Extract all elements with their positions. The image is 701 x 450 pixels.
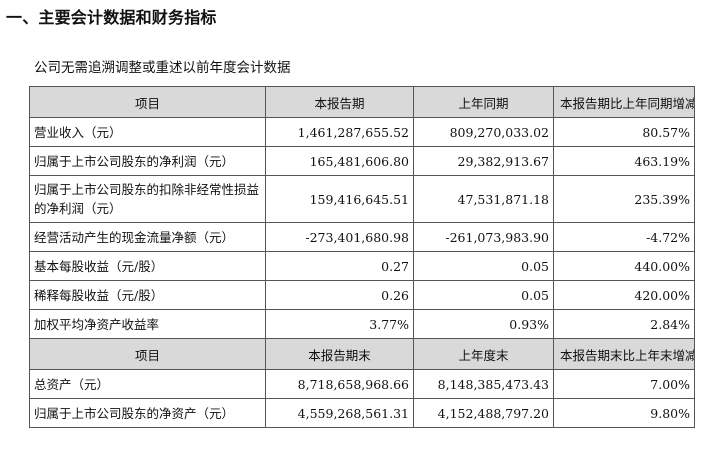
- table-row: 营业收入（元） 1,461,287,655.52 809,270,033.02 …: [29, 117, 695, 147]
- row-label: 经营活动产生的现金流量净额（元）: [29, 222, 266, 252]
- row-change: 463.19%: [553, 146, 695, 176]
- financial-data-table: 项目 本报告期 上年同期 本报告期比上年同期增减 营业收入（元） 1,461,2…: [29, 86, 695, 428]
- header-current-period: 本报告期: [265, 86, 414, 118]
- row-current: -273,401,680.98: [265, 222, 414, 252]
- header-item: 项目: [29, 86, 266, 118]
- row-change: 440.00%: [553, 251, 695, 281]
- table-row: 总资产（元） 8,718,658,968.66 8,148,385,473.43…: [29, 369, 695, 399]
- section-title: 一、主要会计数据和财务指标: [6, 8, 217, 27]
- row-label: 加权平均净资产收益率: [29, 309, 266, 339]
- row-prior: 29,382,913.67: [413, 146, 554, 176]
- row-change: 80.57%: [553, 117, 695, 147]
- table-header-row: 项目 本报告期末 上年度末 本报告期末比上年末增减: [29, 338, 695, 370]
- row-label: 归属于上市公司股东的净利润（元）: [29, 146, 266, 176]
- header-prior-year-end: 上年度末: [413, 338, 554, 370]
- header-item: 项目: [29, 338, 266, 370]
- row-change: 9.80%: [553, 398, 695, 428]
- row-label: 基本每股收益（元/股）: [29, 251, 266, 281]
- table-row: 归属于上市公司股东的净资产（元） 4,559,268,561.31 4,152,…: [29, 398, 695, 428]
- table-row: 归属于上市公司股东的净利润（元） 165,481,606.80 29,382,9…: [29, 146, 695, 176]
- row-label: 总资产（元）: [29, 369, 266, 399]
- row-current: 8,718,658,968.66: [265, 369, 414, 399]
- row-current: 3.77%: [265, 309, 414, 339]
- row-current: 0.26: [265, 280, 414, 310]
- row-prior: 47,531,871.18: [413, 175, 554, 223]
- subtitle: 公司无需追溯调整或重述以前年度会计数据: [34, 60, 291, 76]
- table-row: 稀释每股收益（元/股） 0.26 0.05 420.00%: [29, 280, 695, 310]
- row-label: 归属于上市公司股东的净资产（元）: [29, 398, 266, 428]
- row-prior: 0.93%: [413, 309, 554, 339]
- header-prior-period: 上年同期: [413, 86, 554, 118]
- row-current: 0.27: [265, 251, 414, 281]
- row-current: 1,461,287,655.52: [265, 117, 414, 147]
- table-row: 归属于上市公司股东的扣除非经常性损益的净利润（元） 159,416,645.51…: [29, 175, 695, 223]
- header-change: 本报告期末比上年末增减: [553, 338, 695, 370]
- row-label: 营业收入（元）: [29, 117, 266, 147]
- table-row: 基本每股收益（元/股） 0.27 0.05 440.00%: [29, 251, 695, 281]
- row-current: 159,416,645.51: [265, 175, 414, 223]
- row-change: 7.00%: [553, 369, 695, 399]
- row-prior: 0.05: [413, 280, 554, 310]
- row-prior: 4,152,488,797.20: [413, 398, 554, 428]
- row-change: 2.84%: [553, 309, 695, 339]
- row-change: 235.39%: [553, 175, 695, 223]
- row-prior: 0.05: [413, 251, 554, 281]
- row-change: 420.00%: [553, 280, 695, 310]
- row-change: -4.72%: [553, 222, 695, 252]
- header-change: 本报告期比上年同期增减: [553, 86, 695, 118]
- header-period-end: 本报告期末: [265, 338, 414, 370]
- table-row: 加权平均净资产收益率 3.77% 0.93% 2.84%: [29, 309, 695, 339]
- table-header-row: 项目 本报告期 上年同期 本报告期比上年同期增减: [29, 86, 695, 118]
- row-prior: 809,270,033.02: [413, 117, 554, 147]
- row-label: 稀释每股收益（元/股）: [29, 280, 266, 310]
- row-current: 4,559,268,561.31: [265, 398, 414, 428]
- table-row: 经营活动产生的现金流量净额（元） -273,401,680.98 -261,07…: [29, 222, 695, 252]
- row-current: 165,481,606.80: [265, 146, 414, 176]
- row-label: 归属于上市公司股东的扣除非经常性损益的净利润（元）: [29, 175, 266, 223]
- row-prior: -261,073,983.90: [413, 222, 554, 252]
- row-prior: 8,148,385,473.43: [413, 369, 554, 399]
